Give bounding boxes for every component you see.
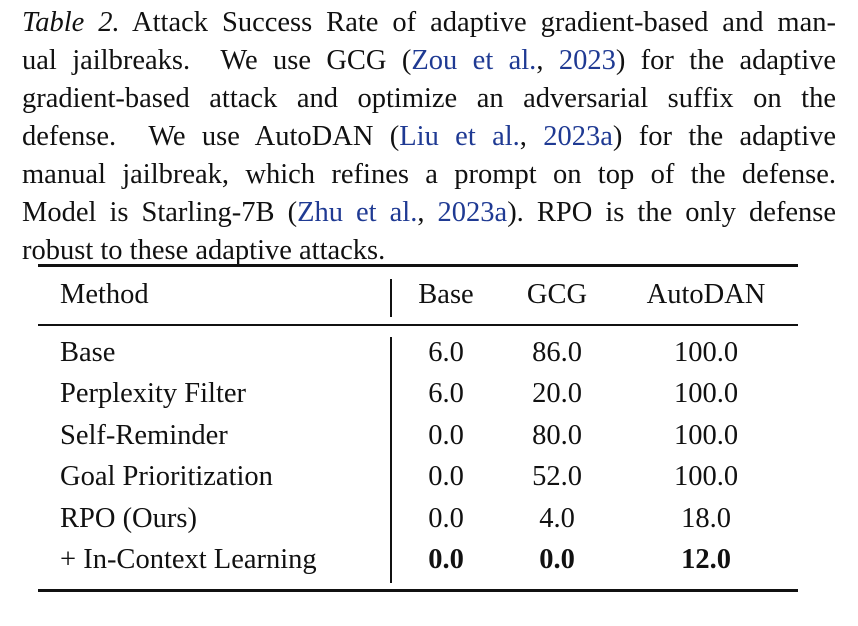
citation-link: 2023 xyxy=(558,45,616,76)
column-separator xyxy=(390,337,392,583)
column-separator xyxy=(390,279,392,317)
caption-line: Table 2. Attack Success Rate of adaptive… xyxy=(22,4,836,42)
caption-line: defense. We use AutoDAN (Liu et al., 202… xyxy=(22,118,836,156)
caption-line: ual jailbreaks. We use GCG (Zou et al., … xyxy=(22,42,836,80)
caption-line: Model is Starling-7B (Zhu et al., 2023a)… xyxy=(22,194,836,232)
value-cell: Base xyxy=(418,279,474,310)
caption-text: defense. We use AutoDAN ( xyxy=(22,121,400,152)
method-cell: Perplexity Filter xyxy=(60,378,247,410)
method-cell: Base xyxy=(60,337,116,368)
method-cell: Method xyxy=(60,279,149,310)
caption-text: Attack Success Rate of adaptive gradient… xyxy=(119,7,836,38)
citation-link: Liu et al. xyxy=(399,121,520,152)
value-cell: 100.0 xyxy=(673,461,739,493)
value-cell: 4.0 xyxy=(539,502,575,534)
citation-link: 2023a xyxy=(437,197,508,228)
value-cell: 0.0 xyxy=(428,544,464,575)
value-cell: 0.0 xyxy=(428,461,464,493)
caption-text: ) for the adaptive xyxy=(615,45,837,76)
mid-rule xyxy=(38,324,798,326)
method-cell: Self-Reminder xyxy=(60,419,228,451)
value-cell: 0.0 xyxy=(428,502,464,534)
value-cell: 80.0 xyxy=(532,419,582,451)
value-cell: 6.0 xyxy=(428,378,464,410)
caption-text: manual jailbreak, which refines a prompt… xyxy=(22,159,836,190)
caption-text: robust to these adaptive attacks. xyxy=(22,235,386,266)
citation-link: 2023a xyxy=(543,121,613,152)
method-cell: Goal Prioritization xyxy=(60,461,273,493)
value-cell: 20.0 xyxy=(532,378,582,410)
value-cell: 12.0 xyxy=(681,544,731,575)
top-rule xyxy=(38,264,798,267)
caption-line: robust to these adaptive attacks. xyxy=(22,232,836,270)
method-cell: + In-Context Learning xyxy=(60,544,317,575)
value-cell: 0.0 xyxy=(428,419,464,451)
caption-line: manual jailbreak, which refines a prompt… xyxy=(22,156,836,194)
value-cell: 100.0 xyxy=(673,378,739,410)
value-cell: 18.0 xyxy=(681,502,731,534)
caption-text: , xyxy=(519,121,544,152)
caption-text: ual jailbreaks. We use GCG ( xyxy=(22,45,412,76)
method-cell: RPO (Ours) xyxy=(60,502,197,534)
caption-label: Table 2. xyxy=(22,7,120,38)
value-cell: 0.0 xyxy=(539,544,575,575)
value-cell: 100.0 xyxy=(673,419,739,451)
caption-text: ). RPO is the only defense xyxy=(507,197,837,228)
value-cell: 100.0 xyxy=(673,337,739,368)
value-cell: GCG xyxy=(526,279,588,310)
bottom-rule xyxy=(38,589,798,592)
caption-text: Model is Starling-7B ( xyxy=(22,197,298,228)
citation-link: Zou et al. xyxy=(411,45,537,76)
value-cell: 6.0 xyxy=(428,337,464,368)
caption-text: , xyxy=(417,197,438,228)
caption-text: , xyxy=(536,45,559,76)
caption-text: ) for the adaptive xyxy=(612,121,837,152)
caption-line: gradient-based attack and optimize an ad… xyxy=(22,80,836,118)
caption-text: gradient-based attack and optimize an ad… xyxy=(22,83,836,114)
value-cell: 86.0 xyxy=(532,337,582,368)
value-cell: AutoDAN xyxy=(646,279,766,310)
citation-link: Zhu et al. xyxy=(297,197,418,228)
value-cell: 52.0 xyxy=(532,461,582,493)
